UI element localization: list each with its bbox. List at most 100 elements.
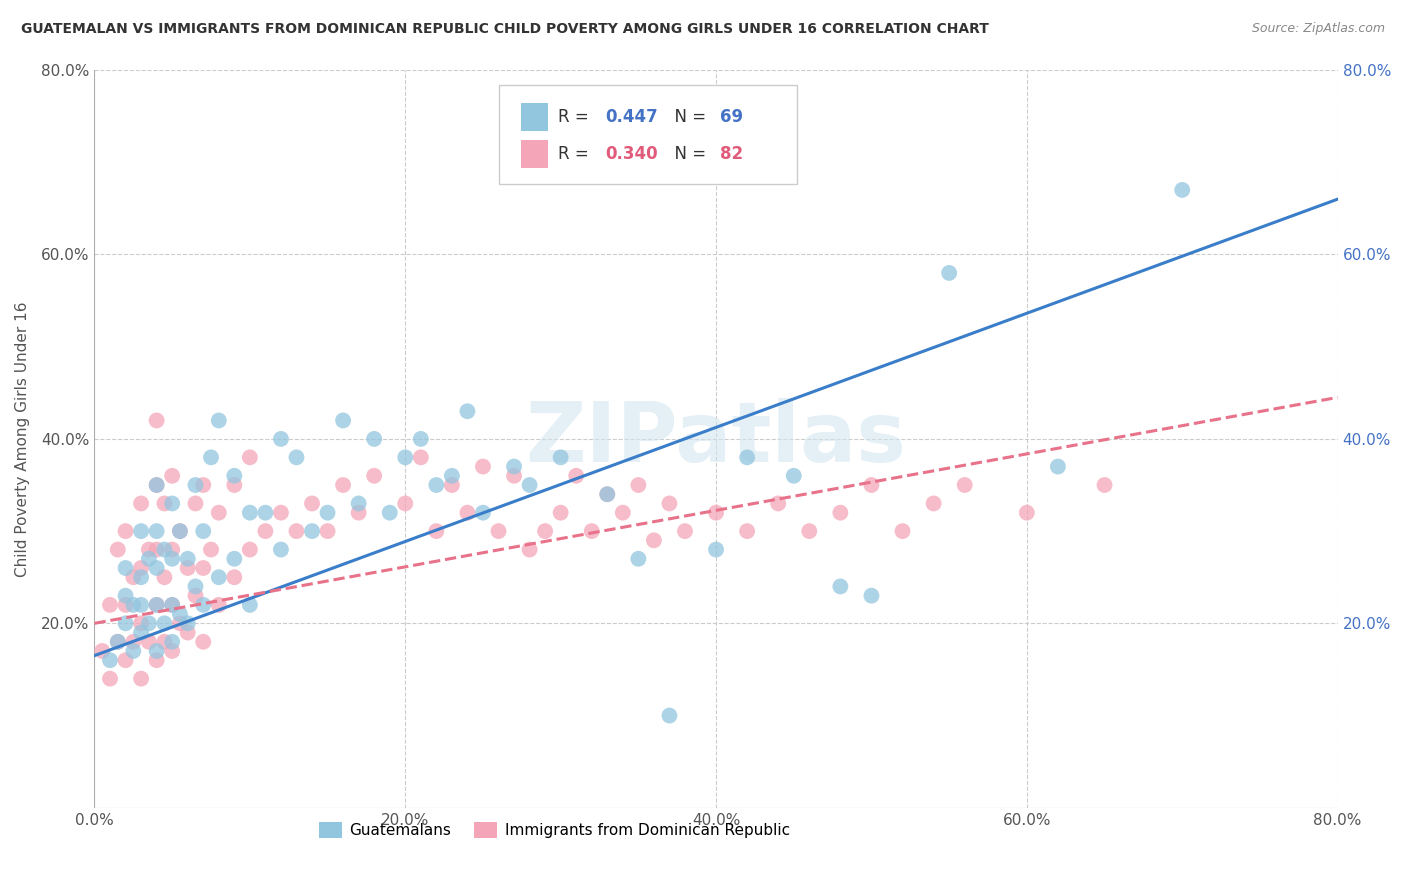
Point [160,634,183,648]
Text: 0.340: 0.340 [606,145,658,163]
Point [735,524,758,538]
Point [208,506,231,520]
Point [160,551,183,566]
Point [153,496,176,510]
Point [472,459,495,474]
Text: R =: R = [558,108,595,127]
Point [114,561,136,575]
Point [627,478,650,492]
Point [472,506,495,520]
Point [953,478,976,492]
Point [830,506,852,520]
Point [114,524,136,538]
Point [122,634,145,648]
Point [122,644,145,658]
Point [138,634,160,648]
Text: ZIPatlas: ZIPatlas [526,399,907,479]
Point [160,542,183,557]
Point [270,542,292,557]
Point [169,607,191,621]
Point [160,598,183,612]
Point [581,524,603,538]
Point [440,468,463,483]
Point [153,542,176,557]
Point [145,598,167,612]
Point [177,616,200,631]
Point [184,579,207,593]
Text: 69: 69 [720,108,742,127]
Point [169,524,191,538]
FancyBboxPatch shape [520,140,548,169]
Point [184,589,207,603]
Point [503,459,526,474]
Point [107,542,129,557]
Point [160,644,183,658]
Point [254,506,277,520]
Point [145,653,167,667]
Point [254,524,277,538]
Point [224,570,246,584]
Point [129,672,152,686]
Point [503,468,526,483]
Point [301,524,323,538]
Point [169,524,191,538]
Point [114,653,136,667]
Point [98,653,121,667]
Point [612,506,634,520]
Point [98,672,121,686]
Point [153,634,176,648]
Text: N =: N = [664,145,711,163]
FancyBboxPatch shape [520,103,548,131]
Text: 82: 82 [720,145,742,163]
Point [169,616,191,631]
Point [138,616,160,631]
Point [208,413,231,427]
Point [160,496,183,510]
Point [200,450,222,465]
Point [860,589,883,603]
Point [153,616,176,631]
Point [107,634,129,648]
Y-axis label: Child Poverty Among Girls Under 16: Child Poverty Among Girls Under 16 [15,301,30,576]
Point [1094,478,1116,492]
Point [107,634,129,648]
Point [440,478,463,492]
Point [184,478,207,492]
Point [938,266,960,280]
Point [224,468,246,483]
Point [193,561,215,575]
Point [239,542,262,557]
Point [860,478,883,492]
Point [138,542,160,557]
Point [177,551,200,566]
Point [129,570,152,584]
Point [91,644,114,658]
Point [565,468,588,483]
Point [673,524,696,538]
Point [224,478,246,492]
Point [347,506,370,520]
Point [208,598,231,612]
Point [145,561,167,575]
Point [425,478,447,492]
Point [891,524,914,538]
Point [409,450,432,465]
Point [456,506,478,520]
Point [704,542,727,557]
Point [550,450,572,465]
Point [316,506,339,520]
Point [735,450,758,465]
Point [519,542,541,557]
Point [145,542,167,557]
Point [1171,183,1194,197]
Point [208,570,231,584]
Point [270,506,292,520]
Point [332,478,354,492]
Point [145,524,167,538]
Point [138,551,160,566]
Text: 0.447: 0.447 [606,108,658,127]
Point [409,432,432,446]
Point [643,533,665,548]
Point [145,644,167,658]
Point [830,579,852,593]
